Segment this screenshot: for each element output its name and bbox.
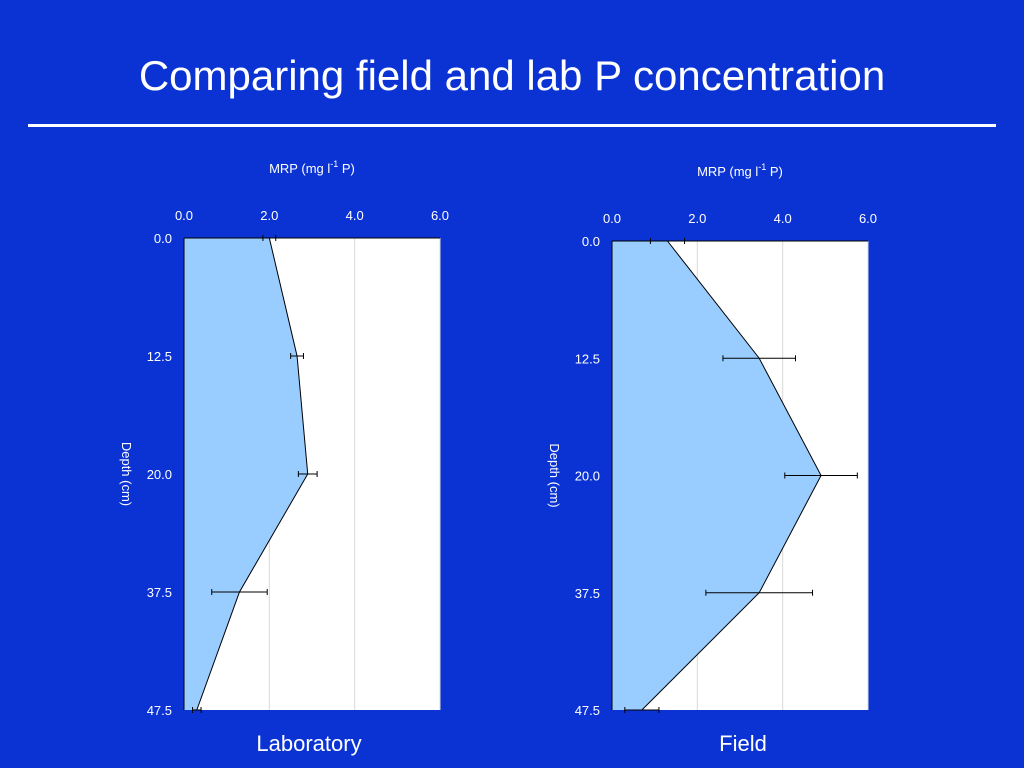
field-y-axis-title: Depth (cm) bbox=[547, 443, 562, 507]
field-x-tick-label: 4.0 bbox=[774, 211, 792, 226]
lab-y-tick-label: 20.0 bbox=[147, 467, 172, 482]
lab-chart: 0.0 2.0 4.0 6.0 0.0 12.5 20.0 37.5 47.5 MRP (mg l… bbox=[119, 159, 449, 718]
field-x-tick-label: 6.0 bbox=[859, 211, 877, 226]
field-x-axis-title: MRP (mg l-1 P) bbox=[697, 162, 783, 179]
lab-error-bar bbox=[192, 707, 202, 713]
field-chart: 0.0 2.0 4.0 6.0 0.0 12.5 20.0 37.5 47.5 MRP (mg l… bbox=[547, 162, 877, 718]
lab-x-tick-label: 4.0 bbox=[346, 208, 364, 223]
lab-x-axis-title: MRP (mg l-1 P) bbox=[269, 159, 355, 176]
field-x-tick-label: 0.0 bbox=[603, 211, 621, 226]
lab-error-bar bbox=[211, 589, 268, 595]
lab-x-tick-label: 6.0 bbox=[431, 208, 449, 223]
field-area-fill bbox=[612, 241, 822, 710]
lab-y-tick-label: 12.5 bbox=[147, 349, 172, 364]
field-y-tick-label: 12.5 bbox=[575, 351, 600, 366]
field-error-bar bbox=[705, 589, 814, 596]
field-error-bar bbox=[722, 355, 796, 362]
field-y-tick-label: 37.5 bbox=[575, 586, 600, 601]
field-y-tick-label: 0.0 bbox=[582, 234, 600, 249]
lab-error-bar bbox=[290, 353, 304, 359]
lab-x-tick-label: 0.0 bbox=[175, 208, 193, 223]
field-error-bar bbox=[784, 472, 858, 479]
lab-error-bar bbox=[297, 471, 318, 477]
lab-y-tick-label: 0.0 bbox=[154, 231, 172, 246]
lab-y-tick-label: 37.5 bbox=[147, 585, 172, 600]
laboratory-caption: Laboratory bbox=[256, 731, 362, 756]
field-y-tick-label: 47.5 bbox=[575, 703, 600, 718]
slide-title: Comparing field and lab P concentration bbox=[138, 52, 886, 99]
field-caption: Field bbox=[719, 731, 767, 756]
field-error-bar bbox=[624, 707, 660, 713]
lab-y-tick-label: 47.5 bbox=[147, 703, 172, 718]
field-y-tick-label: 20.0 bbox=[575, 469, 600, 484]
title-divider bbox=[28, 124, 996, 127]
lab-x-tick-label: 2.0 bbox=[260, 208, 278, 223]
field-x-tick-label: 2.0 bbox=[688, 211, 706, 226]
lab-y-axis-title: Depth (cm) bbox=[119, 442, 134, 506]
